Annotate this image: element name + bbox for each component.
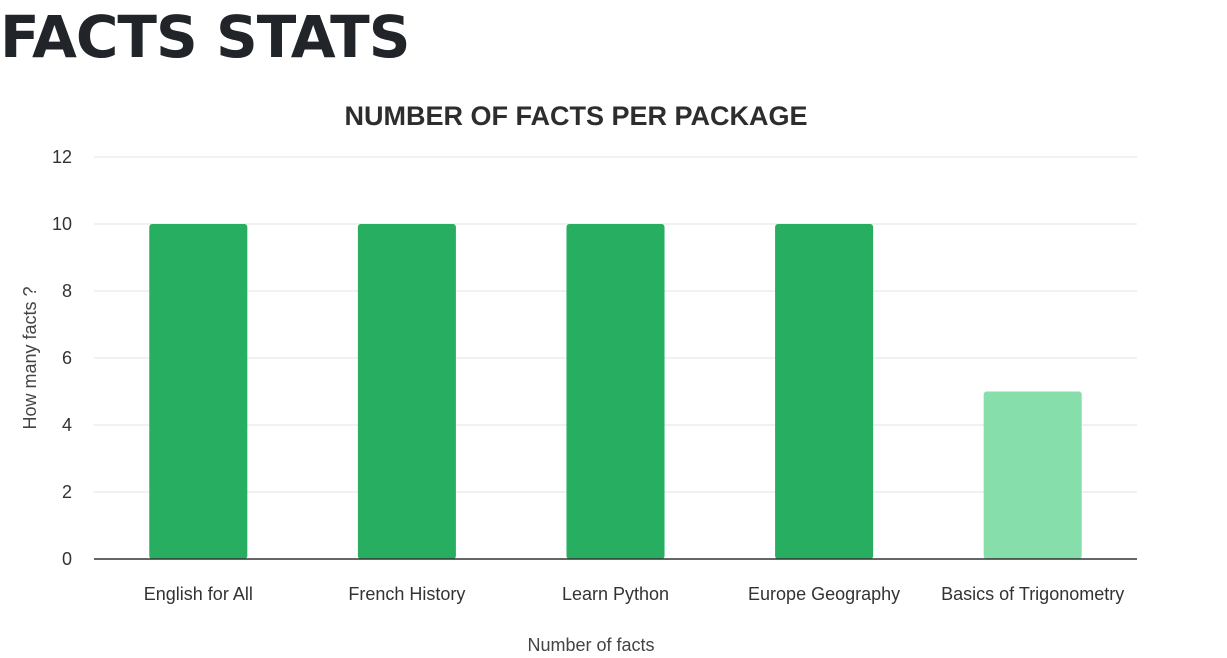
y-tick-label: 10 [52, 214, 72, 234]
bars [149, 224, 1082, 560]
bar[interactable] [357, 224, 456, 559]
y-tick-label: 4 [62, 415, 72, 435]
x-tick-label: English for All [144, 584, 253, 604]
chart-title: NUMBER OF FACTS PER PACKAGE [344, 101, 807, 131]
x-tick-label: Basics of Trigonometry [941, 584, 1124, 604]
x-axis-label: Number of facts [527, 635, 654, 655]
y-tick-label: 8 [62, 281, 72, 301]
y-tick-label: 6 [62, 348, 72, 368]
x-axis-ticks: English for All French History Learn Pytho… [144, 584, 1124, 604]
page-title: FACTS STATS [0, 3, 410, 71]
x-tick-label: Europe Geography [748, 584, 900, 604]
x-tick-label: Learn Python [562, 584, 669, 604]
y-tick-label: 2 [62, 482, 72, 502]
x-tick-label: French History [348, 584, 465, 604]
y-tick-label: 0 [62, 549, 72, 569]
bar[interactable] [775, 224, 874, 559]
y-axis-label: How many facts ? [20, 286, 40, 429]
y-axis-ticks: 0 2 4 6 8 10 12 [52, 147, 72, 569]
y-tick-label: 12 [52, 147, 72, 167]
bar[interactable] [566, 224, 665, 559]
bar[interactable] [149, 224, 248, 559]
bar[interactable] [983, 391, 1082, 560]
